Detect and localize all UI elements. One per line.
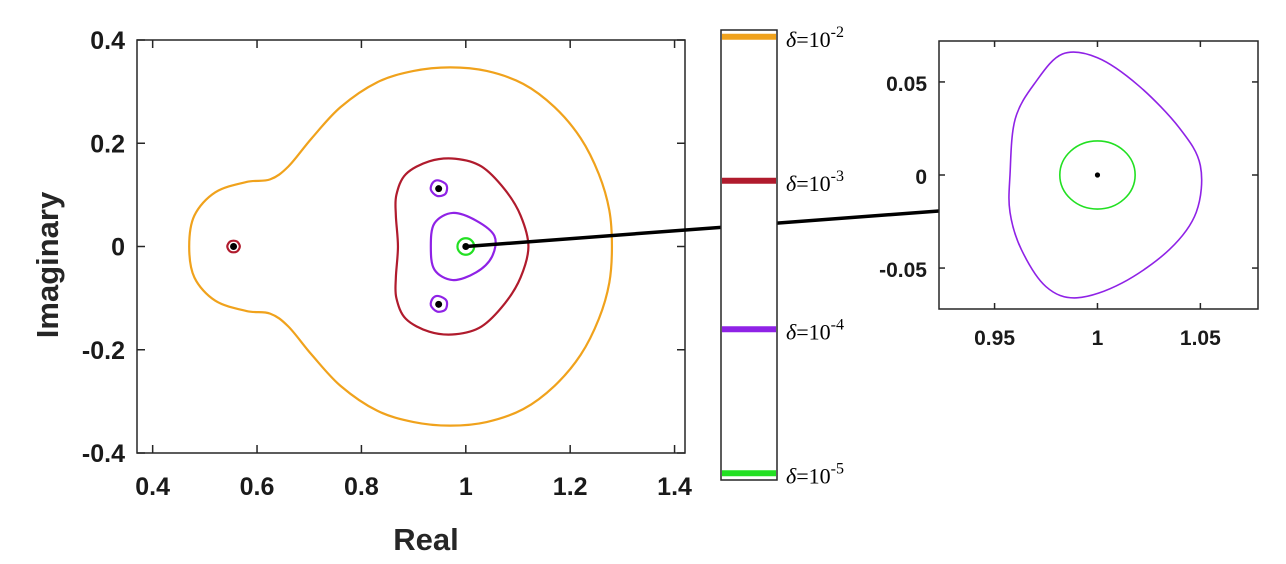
- main-x-tick-label: 0.6: [240, 473, 275, 501]
- legend-base: =10: [796, 463, 830, 488]
- inset-contour-delta10-4: [1008, 51, 1203, 299]
- main-contour-delta10-4: [429, 294, 449, 313]
- legend-swatch-2: [722, 33, 776, 40]
- legend-base: =10: [796, 27, 830, 52]
- inset-y-axis: 0.05 0 -0.05: [879, 73, 1258, 282]
- inset-y-tick-label: 0: [915, 166, 927, 189]
- main-contour-delta10-4: [429, 211, 497, 282]
- inset-x-tick-label: 1: [1092, 327, 1104, 350]
- inset-eigenvalue-point: [1094, 172, 1101, 178]
- inset-x-tick-label: 0.95: [974, 327, 1015, 350]
- legend-delta-symbol: δ: [786, 27, 797, 52]
- zoom-connector-line: [465, 209, 940, 249]
- main-contour-delta10-3: [226, 239, 241, 254]
- legend-delta-symbol: δ: [786, 171, 797, 196]
- main-eigenvalue-point: [435, 185, 443, 193]
- main-y-tick-label: -0.2: [82, 337, 125, 365]
- legend-exponent: -4: [831, 316, 844, 333]
- legend-label-2: δ=10-2: [786, 24, 844, 52]
- inset-y-tick-label: 0.05: [886, 73, 927, 96]
- inset-eigenvalues: [1094, 172, 1101, 178]
- main-x-axis: 0.4 0.6 0.8 1 1.2 1.4: [135, 40, 692, 501]
- legend-base: =10: [796, 171, 830, 196]
- legend-delta-symbol: δ: [786, 319, 797, 344]
- main-eigenvalue-point: [230, 243, 238, 250]
- main-plot-frame: [136, 39, 686, 454]
- legend-label-5: δ=10-5: [786, 460, 844, 488]
- main-y-tick-label: 0.4: [90, 27, 125, 55]
- main-x-tick-label: 1.2: [553, 473, 588, 501]
- legend-delta-symbol: δ: [786, 463, 797, 488]
- main-x-tick-label: 1: [459, 473, 473, 501]
- legend-swatch-3: [722, 177, 776, 184]
- main-y-tick-label: 0.2: [90, 130, 125, 158]
- y-axis-title: Imaginary: [30, 191, 65, 338]
- legend-label-3: δ=10-3: [786, 168, 844, 196]
- inset-x-tick-label: 1.05: [1180, 327, 1221, 350]
- main-curves: [188, 66, 614, 427]
- legend-exponent: -2: [831, 24, 844, 41]
- x-axis-title: Real: [393, 522, 458, 557]
- main-y-tick-label: -0.4: [82, 440, 125, 468]
- inset-contour-delta10-5: [1059, 140, 1136, 210]
- main-contour-delta10-3: [394, 157, 530, 336]
- legend-exponent: -3: [831, 168, 844, 185]
- main-x-tick-label: 0.4: [135, 473, 170, 501]
- legend-label-4: δ=10-4: [786, 316, 844, 344]
- legend: δ=10-2δ=10-3δ=10-4δ=10-5: [720, 24, 844, 488]
- main-x-tick-label: 1.4: [657, 473, 692, 501]
- legend-items: δ=10-2δ=10-3δ=10-4δ=10-5: [722, 24, 844, 488]
- legend-swatch-5: [722, 470, 776, 477]
- main-x-tick-label: 0.8: [344, 473, 379, 501]
- main-y-axis: 0.4 0.2 0 -0.2 -0.4: [82, 27, 685, 468]
- inset-y-tick-label: -0.05: [879, 259, 927, 282]
- main-y-tick-label: 0: [111, 234, 125, 262]
- legend-frame: [720, 29, 778, 481]
- legend-base: =10: [796, 319, 830, 344]
- main-contour-delta10-2: [188, 66, 614, 427]
- legend-exponent: -5: [831, 460, 844, 477]
- main-eigenvalue-point: [435, 300, 443, 308]
- inset-plot: 0.95 1 1.05 0.05 0 -0.05: [879, 40, 1259, 350]
- inset-x-axis: 0.95 1 1.05: [974, 41, 1221, 350]
- main-plot: 0.4 0.6 0.8 1 1.2 1.4 0.4 0.2 0 -0.2 -0.4 Real Im…: [30, 27, 692, 557]
- legend-swatch-4: [722, 326, 776, 333]
- inset-curves: [1008, 51, 1203, 299]
- main-contour-delta10-4: [429, 179, 449, 198]
